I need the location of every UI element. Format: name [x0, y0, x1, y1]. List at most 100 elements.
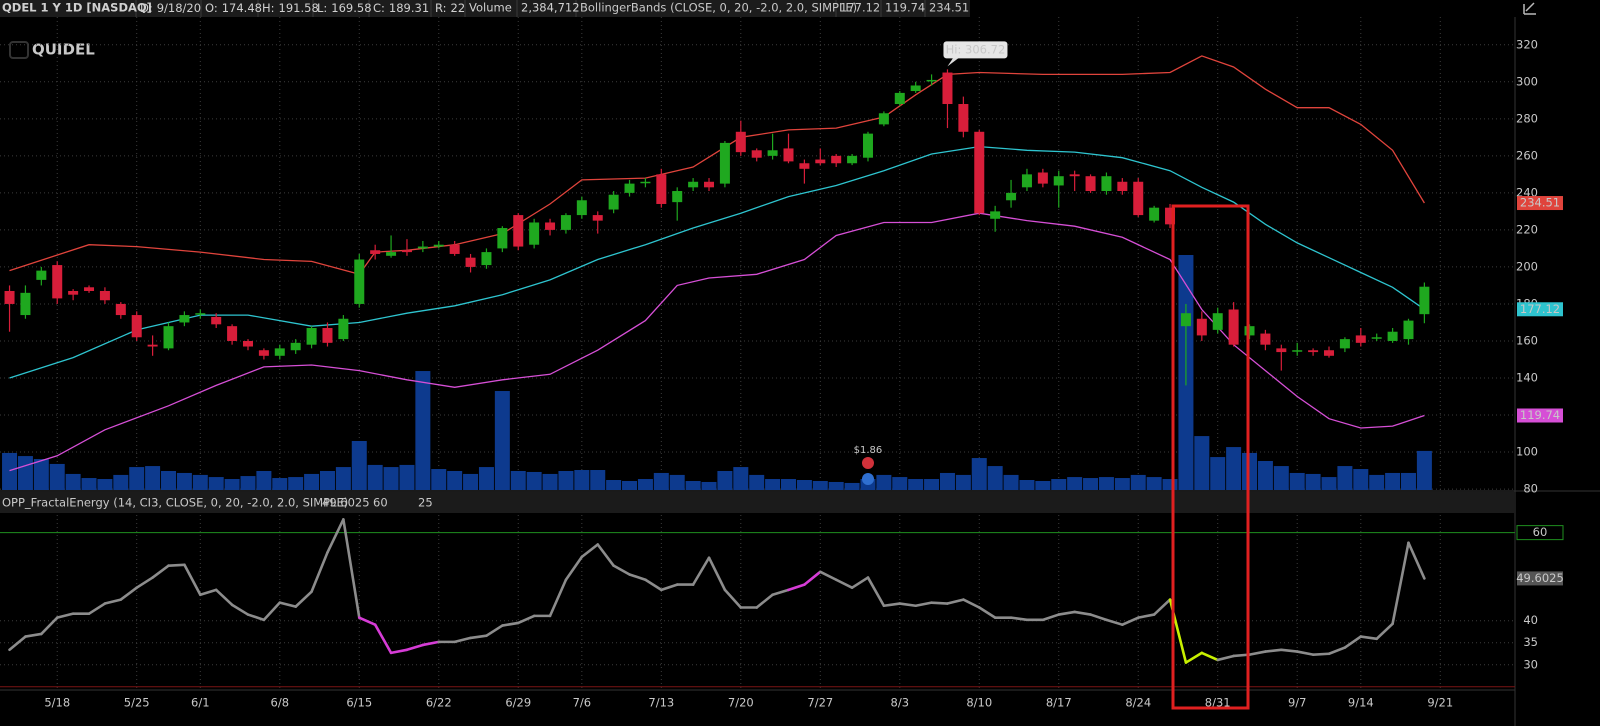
y-tick-label: 40	[1523, 613, 1538, 627]
event-icon[interactable]	[861, 473, 874, 485]
indicator-segment	[803, 570, 822, 586]
candle-body	[1212, 313, 1223, 330]
y-tick-label: 80	[1523, 482, 1538, 496]
indicator-segment	[548, 578, 568, 618]
volume-bar	[622, 480, 638, 490]
x-tick-label: 6/15	[346, 696, 372, 710]
volume-bar	[1083, 478, 1099, 490]
key: R:	[435, 1, 447, 15]
indicator-segment	[1121, 616, 1140, 626]
volume-bar	[415, 371, 431, 490]
volume-bar	[1353, 469, 1369, 490]
event-icon[interactable]	[861, 457, 874, 469]
volume-bar	[335, 467, 351, 490]
study-title[interactable]: BollingerBands (CLOSE, 0, 20, -2.0, 2.0,…	[580, 1, 857, 15]
indicator-segment	[199, 588, 218, 597]
volume-bar	[65, 473, 81, 490]
annotation: Hi: 306.72	[946, 42, 1006, 56]
candle-body	[942, 72, 953, 105]
key: C:	[373, 1, 385, 15]
indicator-segment	[723, 588, 743, 609]
y-tick-label: 260	[1516, 148, 1538, 162]
indicator-segment	[1105, 618, 1124, 626]
key: H:	[262, 1, 275, 15]
indicator-segment	[1216, 654, 1235, 662]
indicator-segment	[87, 602, 107, 615]
x-tick-label: 8/24	[1125, 696, 1151, 710]
volume-bar	[1385, 472, 1401, 490]
value-box	[1517, 408, 1563, 423]
indicator-segment	[24, 632, 43, 638]
candle-body	[831, 155, 842, 164]
candle-body	[1101, 176, 1112, 192]
settings-icon[interactable]	[1523, 2, 1536, 15]
value: 169.58	[331, 1, 371, 15]
candle-body	[1228, 309, 1239, 345]
candle-body	[1021, 174, 1032, 188]
candle-body	[433, 244, 444, 247]
volume-bar	[987, 466, 1003, 490]
indicator-segment	[1327, 646, 1347, 656]
indicator-segment	[357, 616, 377, 626]
volume-bar	[669, 474, 685, 490]
candle-body	[608, 194, 619, 210]
candle-body	[560, 215, 571, 230]
candle-body	[1387, 331, 1398, 341]
indicator-segment	[1089, 613, 1108, 622]
candle-body	[688, 181, 699, 188]
x-tick-label: 6/8	[271, 696, 290, 710]
candle-body	[926, 79, 937, 82]
indicator-segment	[1009, 616, 1029, 622]
indicator-segment	[882, 602, 902, 608]
indicator-segment	[818, 570, 838, 582]
value-box-label: 234.51	[1520, 196, 1560, 210]
volume-bar	[1194, 436, 1210, 490]
x-tick-label: 5/25	[124, 696, 150, 710]
volume-bar	[176, 472, 192, 490]
header-bar	[0, 0, 970, 17]
candle-body	[1149, 207, 1160, 221]
value-box	[1517, 571, 1563, 586]
candle-body	[99, 290, 110, 301]
volume-bar	[1416, 450, 1432, 490]
key: D:	[140, 1, 153, 15]
indicator-segment	[469, 634, 488, 640]
volume-bar	[924, 479, 940, 490]
candle-body	[1403, 320, 1414, 340]
candle-body	[1085, 176, 1096, 192]
y-tick-label: 280	[1516, 111, 1538, 125]
key: L:	[317, 1, 327, 15]
volume-bar	[606, 480, 622, 490]
candle-body	[1419, 286, 1430, 315]
volume-bar	[81, 478, 97, 490]
volume-bar	[208, 477, 224, 490]
candle-body	[68, 290, 79, 295]
candle-body	[958, 104, 969, 132]
volume-bar	[478, 467, 494, 490]
x-tick-label: 7/6	[573, 696, 592, 710]
indicator-segment	[151, 564, 170, 579]
study-value: 49.6025	[322, 496, 370, 510]
indicator-segment	[1073, 610, 1092, 616]
candle-body	[354, 259, 365, 304]
study-title[interactable]: OPP_FractalEnergy (14, CI3, CLOSE, 0, 20…	[2, 496, 348, 510]
volume-bar	[1210, 457, 1226, 490]
candle-body	[195, 313, 206, 315]
header-low: L: 169.58	[317, 1, 372, 15]
indicator-segment	[1343, 635, 1363, 649]
header-volume-label: Volume	[469, 1, 512, 15]
event-label: $1.86	[854, 445, 883, 456]
level-value: 60	[373, 496, 388, 510]
candle-body	[990, 211, 1001, 219]
value-box	[1516, 525, 1564, 541]
candle-body	[370, 250, 381, 254]
symbol[interactable]: QDEL 1 Y 1D [NASDAQ]	[2, 1, 152, 15]
indicator-segment	[644, 578, 663, 592]
indicator-segment	[421, 640, 441, 647]
candle-body	[290, 342, 301, 351]
candle-body	[417, 246, 428, 249]
band-line	[9, 55, 1425, 276]
x-tick-label: 7/20	[728, 696, 754, 710]
indicator-segment	[453, 636, 472, 644]
candle-body	[1260, 333, 1271, 345]
